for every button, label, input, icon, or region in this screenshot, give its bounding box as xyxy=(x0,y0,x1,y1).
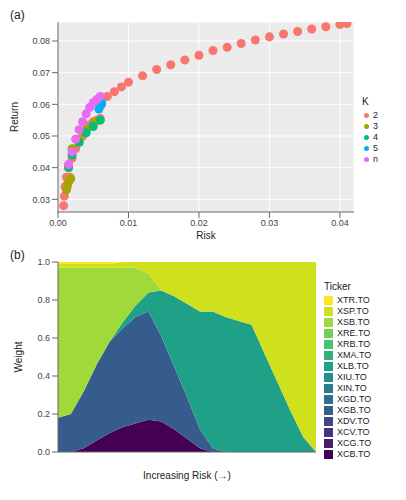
html-text:3: 3 xyxy=(373,121,378,131)
html-text:XMA.TO: XMA.TO xyxy=(337,350,372,360)
html-text:XGD.TO: XGD.TO xyxy=(337,394,372,404)
html-text:4: 4 xyxy=(373,132,378,142)
html-text:XLB.TO: XLB.TO xyxy=(337,361,369,371)
html-text:Ticker: Ticker xyxy=(324,280,351,292)
svg-text:Weight: Weight xyxy=(13,341,24,372)
svg-text:0.4: 0.4 xyxy=(37,371,50,381)
html-text:n: n xyxy=(373,154,378,164)
html-text:(a): (a) xyxy=(10,8,25,22)
html-text:XSP.TO: XSP.TO xyxy=(337,306,369,316)
svg-text:0.05: 0.05 xyxy=(32,131,50,141)
svg-text:0.03: 0.03 xyxy=(261,218,279,228)
svg-text:0.8: 0.8 xyxy=(37,295,50,305)
html-text:(b): (b) xyxy=(10,248,25,262)
svg-text:0.00: 0.00 xyxy=(49,218,67,228)
svg-text:0.04: 0.04 xyxy=(331,218,349,228)
svg-text:Increasing Risk (→): Increasing Risk (→) xyxy=(143,470,231,481)
svg-text:0.01: 0.01 xyxy=(120,218,138,228)
html-text:XGB.TO: XGB.TO xyxy=(337,405,371,415)
svg-text:0.03: 0.03 xyxy=(32,195,50,205)
svg-text:0.02: 0.02 xyxy=(190,218,208,228)
svg-text:0.07: 0.07 xyxy=(32,68,50,78)
html-text:XIN.TO: XIN.TO xyxy=(337,383,367,393)
html-text:XIU.TO: XIU.TO xyxy=(337,372,367,382)
svg-text:0.08: 0.08 xyxy=(32,36,50,46)
svg-text:Risk: Risk xyxy=(196,230,216,241)
svg-text:1.0: 1.0 xyxy=(37,257,50,267)
html-text:5: 5 xyxy=(373,143,378,153)
svg-text:Return: Return xyxy=(9,102,20,132)
html-text:XSB.TO: XSB.TO xyxy=(337,317,370,327)
svg-text:0.04: 0.04 xyxy=(32,163,50,173)
svg-text:0.6: 0.6 xyxy=(37,333,50,343)
html-text:XTR.TO: XTR.TO xyxy=(337,295,370,305)
html-text:XCG.TO: XCG.TO xyxy=(337,438,372,448)
html-text:XDV.TO: XDV.TO xyxy=(337,416,370,426)
html-text:XRB.TO: XRB.TO xyxy=(337,339,371,349)
svg-text:0.0: 0.0 xyxy=(37,447,50,457)
html-text:XRE.TO: XRE.TO xyxy=(337,328,371,338)
html-text:2: 2 xyxy=(373,110,378,120)
html-text:K: K xyxy=(362,95,369,107)
html-text:XCB.TO: XCB.TO xyxy=(337,449,371,459)
svg-text:0.2: 0.2 xyxy=(37,409,50,419)
html-text:XCV.TO: XCV.TO xyxy=(337,427,370,437)
svg-text:0.06: 0.06 xyxy=(32,100,50,110)
